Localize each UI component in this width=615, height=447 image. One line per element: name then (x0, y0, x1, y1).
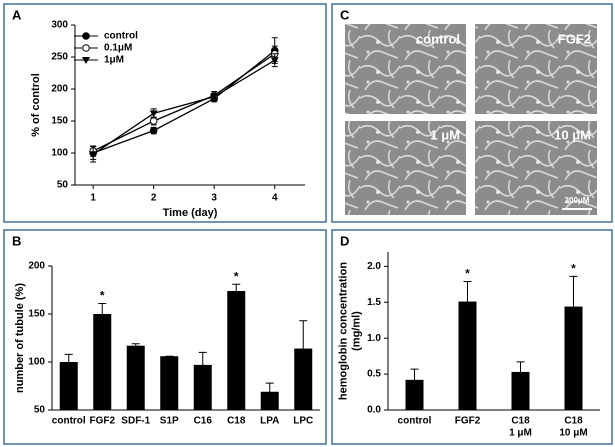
x-tick-label: 10 μM (559, 428, 587, 439)
x-tick-label: C18 (227, 416, 246, 427)
y-tick-label: 300 (51, 20, 68, 31)
micrograph-label: 1 μM (430, 127, 460, 142)
y-axis-label: hemoglobin concentration (337, 262, 349, 400)
legend-marker (82, 57, 90, 64)
significance-mark: * (571, 262, 576, 276)
panel-letter: D (340, 233, 349, 248)
x-tick-label: 2 (151, 193, 157, 204)
y-tick-label: 150 (51, 116, 68, 127)
marker (149, 117, 158, 125)
x-tick-label: 4 (272, 193, 278, 204)
series-line (92, 53, 276, 152)
legend-marker (82, 44, 90, 52)
panel-frame (3, 3, 327, 223)
legend-label: control (104, 31, 138, 42)
bar (458, 301, 477, 410)
x-tick-label: FGF2 (455, 416, 481, 427)
marker (210, 93, 219, 101)
y-tick-label: 200 (51, 84, 68, 95)
x-tick-label: control (52, 416, 86, 427)
x-tick-label: C18 (564, 416, 583, 427)
bar (59, 362, 78, 410)
bar (227, 290, 246, 410)
bar (511, 371, 530, 410)
y-tick-label: 150 (28, 309, 45, 320)
marker (270, 57, 279, 65)
bar (126, 345, 145, 410)
marker (149, 126, 158, 135)
bar (193, 364, 212, 410)
legend-label: 0.1μM (104, 43, 132, 54)
y-tick-label: 100 (28, 357, 45, 368)
bar (294, 348, 313, 410)
y-axis-label: number of tubule (%) (14, 283, 26, 393)
panel-letter: A (12, 7, 22, 22)
micrograph-label: FGF2 (558, 31, 591, 46)
x-tick-label: S1P (160, 416, 179, 427)
micrograph (345, 24, 466, 114)
y-tick-label: 1.5 (367, 297, 381, 308)
y-tick-label: 250 (51, 52, 68, 63)
panel-frame (331, 229, 613, 445)
bar (93, 314, 112, 410)
x-tick-label: LPC (293, 416, 313, 427)
significance-mark: * (465, 267, 470, 281)
x-tick-label: 1 (90, 193, 96, 204)
y-tick-label: 2.0 (367, 261, 381, 272)
y-tick-label: 50 (34, 405, 46, 416)
x-tick-label: SDF-1 (121, 416, 150, 427)
micrograph (475, 121, 597, 215)
marker (89, 151, 98, 159)
panel-letter: B (12, 233, 21, 248)
y-tick-label: 100 (51, 148, 68, 159)
bar (160, 356, 179, 410)
micrograph-label: control (416, 31, 460, 46)
micrograph-label: 10 μM (554, 127, 591, 142)
x-tick-label: control (398, 416, 432, 427)
y-tick-label: 1.0 (367, 333, 381, 344)
x-tick-label: C16 (194, 416, 213, 427)
series-line (92, 59, 276, 155)
y-tick-label: 200 (28, 261, 45, 272)
bar (564, 306, 583, 410)
y-tick-label: 0.5 (367, 369, 381, 380)
marker (149, 110, 158, 118)
y-tick-label: 50 (57, 180, 69, 191)
panel-frame (331, 3, 613, 223)
panel-letter: C (340, 7, 350, 22)
y-axis-label: % of control (30, 73, 42, 137)
legend-label: 1μM (104, 55, 124, 66)
x-tick-label: 1 μM (509, 428, 532, 439)
micrograph-panel: C control FGF2 1 μM 10 μM 200μM (340, 7, 597, 215)
significance-mark: * (234, 269, 239, 283)
x-tick-label: 3 (211, 193, 217, 204)
x-tick-label: LPA (260, 416, 279, 427)
legend-marker (82, 32, 90, 40)
x-tick-label: FGF2 (89, 416, 115, 427)
x-axis-label: Time (day) (163, 207, 218, 219)
bar (260, 391, 279, 410)
micrograph (475, 24, 597, 114)
y-axis-label: (mg/ml) (350, 311, 362, 351)
significance-mark: * (100, 289, 105, 303)
scale-bar-label: 200μM (565, 196, 590, 205)
panel-frame (3, 229, 327, 445)
bar (405, 379, 424, 410)
micrograph (345, 121, 466, 215)
y-tick-label: 0.0 (367, 405, 381, 416)
x-tick-label: C18 (511, 416, 530, 427)
